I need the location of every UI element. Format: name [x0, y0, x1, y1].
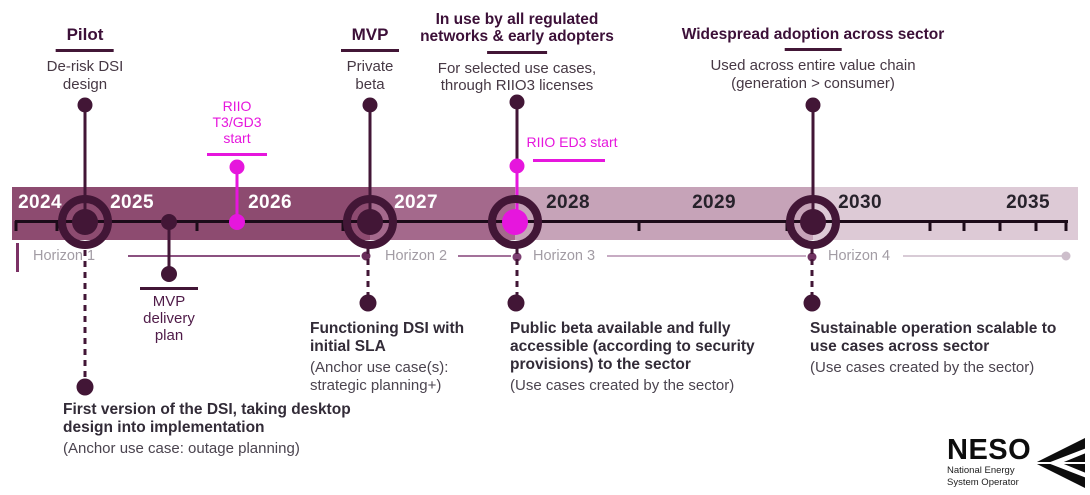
- timeline-ring-2028-ed3: [488, 195, 542, 249]
- widespread-stem-line: [811, 105, 815, 222]
- inuse-stem-line: [515, 102, 519, 167]
- year-label-2028: 2028: [546, 192, 590, 213]
- dashed-drop-mvp: [366, 248, 370, 295]
- milestone-inuse-desc: For selected use cases, through RIIO3 li…: [437, 59, 597, 95]
- riio-t3gd3-rule: [207, 153, 267, 156]
- riio-ed3-label: RIIO ED3 start: [526, 134, 618, 150]
- year-label-2026: 2026: [248, 192, 292, 213]
- horizon-4-line: [903, 255, 1063, 257]
- year-label-2030: 2030: [838, 192, 882, 213]
- axis-tick: [55, 221, 59, 231]
- annotation-sustainable: Sustainable operation scalable to use ca…: [810, 320, 1056, 377]
- axis-tick: [998, 221, 1002, 231]
- annotation-public-beta-normal: (Use cases created by the sector): [510, 377, 735, 394]
- annotation-sustainable-normal: (Use cases created by the sector): [810, 359, 1035, 376]
- neso-logo-subtitle: National Energy System Operator: [947, 465, 1019, 488]
- mvp-delivery-axis-dot: [161, 214, 177, 230]
- riio-t3gd3-dot: [229, 159, 245, 175]
- neso-flag-icon: [1037, 438, 1086, 488]
- timeline-ring-2027: [343, 195, 397, 249]
- horizon-4-end-dot: [1061, 251, 1071, 261]
- mvp-stem-line: [368, 105, 372, 222]
- milestone-widespread-rule: [784, 48, 842, 52]
- pilot-marker-dot: [77, 97, 93, 113]
- year-label-2025: 2025: [110, 192, 154, 213]
- annotation-functioning-dsi: Functioning DSI with initial SLA (Anchor…: [310, 320, 464, 395]
- riio-t3gd3-label: RIIO T3/GD3 start: [212, 98, 262, 146]
- riio-ed3-rule: [533, 159, 605, 162]
- axis-tick: [637, 221, 641, 231]
- mvp-delivery-rule: [140, 287, 198, 290]
- horizon-1-label: Horizon 1: [33, 248, 96, 264]
- horizon-1-end-dot: [361, 251, 371, 261]
- annotation-first-version: First version of the DSI, taking desktop…: [63, 401, 351, 458]
- public-beta-dot: [507, 294, 525, 312]
- year-label-2035: 2035: [1006, 192, 1050, 213]
- milestone-pilot-desc: De-risk DSI design: [46, 58, 124, 93]
- mvp-delivery-stem: [167, 222, 171, 267]
- annotation-sustainable-bold: Sustainable operation scalable to use ca…: [810, 320, 1057, 355]
- horizon-2-line: [458, 255, 511, 257]
- pilot-stem-line: [83, 105, 87, 222]
- timeline-segment-horizon3: [515, 187, 813, 240]
- milestone-mvp: MVP Private beta: [341, 25, 399, 93]
- inuse-marker-dot: [509, 94, 525, 110]
- horizon1-start-bar: [16, 243, 19, 272]
- dashed-drop-pilot: [83, 250, 87, 378]
- milestone-mvp-desc: Private beta: [346, 58, 394, 93]
- timeline-segment-horizon4: [813, 187, 1078, 240]
- annotation-functioning-dsi-normal: (Anchor use case(s): strategic planning+…: [310, 359, 449, 394]
- timeline-ring-2024: [58, 195, 112, 249]
- dashed-drop-publicbeta: [515, 248, 519, 295]
- annotation-public-beta: Public beta available and fully accessib…: [510, 320, 755, 395]
- neso-logo-text: NESO National Energy System Operator: [947, 436, 1031, 488]
- milestone-inuse-title: In use by all regulated networks & early…: [420, 11, 614, 46]
- axis-tick: [195, 221, 199, 231]
- sustainable-dot: [803, 294, 821, 312]
- annotation-first-version-bold: First version of the DSI, taking desktop…: [63, 401, 351, 436]
- horizon-3-line: [607, 255, 806, 257]
- functioning-dsi-dot: [359, 294, 377, 312]
- milestone-pilot-title: Pilot: [66, 25, 104, 44]
- horizon-3-label: Horizon 3: [533, 248, 596, 264]
- horizon-4-label: Horizon 4: [828, 248, 891, 264]
- axis-tick: [962, 221, 966, 231]
- milestone-inuse: In use by all regulated networks & early…: [420, 11, 614, 95]
- axis-tick: [14, 221, 18, 231]
- annotation-functioning-dsi-bold: Functioning DSI with initial SLA: [310, 320, 465, 355]
- axis-tick: [1034, 221, 1038, 231]
- timeline-ring-2030: [786, 195, 840, 249]
- milestone-inuse-rule: [486, 50, 547, 54]
- neso-logo: NESO National Energy System Operator: [947, 436, 1086, 488]
- milestone-pilot: Pilot De-risk DSI design: [47, 25, 124, 93]
- riio-t3gd3-axis-dot: [229, 214, 245, 230]
- horizon-1-line: [128, 255, 360, 257]
- milestone-widespread: Widespread adoption across sector Used a…: [682, 26, 945, 92]
- milestone-pilot-rule: [55, 49, 114, 53]
- mvp-delivery-dot: [161, 266, 177, 282]
- annotation-public-beta-bold: Public beta available and fully accessib…: [510, 320, 755, 373]
- riio-ed3-dot: [509, 158, 525, 174]
- year-label-2027: 2027: [394, 192, 438, 213]
- axis-tick: [1064, 221, 1068, 231]
- riio-t3gd3-stem: [235, 167, 239, 222]
- first-version-dot: [76, 378, 94, 396]
- widespread-marker-dot: [805, 97, 821, 113]
- milestone-widespread-title: Widespread adoption across sector: [681, 26, 945, 43]
- milestone-mvp-rule: [341, 49, 399, 53]
- milestone-widespread-desc: Used across entire value chain (generati…: [710, 57, 916, 92]
- dashed-drop-sustainable: [810, 248, 814, 295]
- year-label-2029: 2029: [692, 192, 736, 213]
- mvp-delivery-label: MVP delivery plan: [143, 293, 195, 344]
- year-label-2024: 2024: [18, 192, 62, 213]
- milestone-mvp-title: MVP: [351, 25, 389, 44]
- horizon-2-label: Horizon 2: [385, 248, 448, 264]
- mvp-marker-dot: [362, 97, 378, 113]
- axis-tick: [928, 221, 932, 231]
- annotation-first-version-normal: (Anchor use case: outage planning): [63, 440, 300, 457]
- riio-ed3-stem: [515, 166, 519, 222]
- neso-logo-name: NESO: [947, 434, 1032, 466]
